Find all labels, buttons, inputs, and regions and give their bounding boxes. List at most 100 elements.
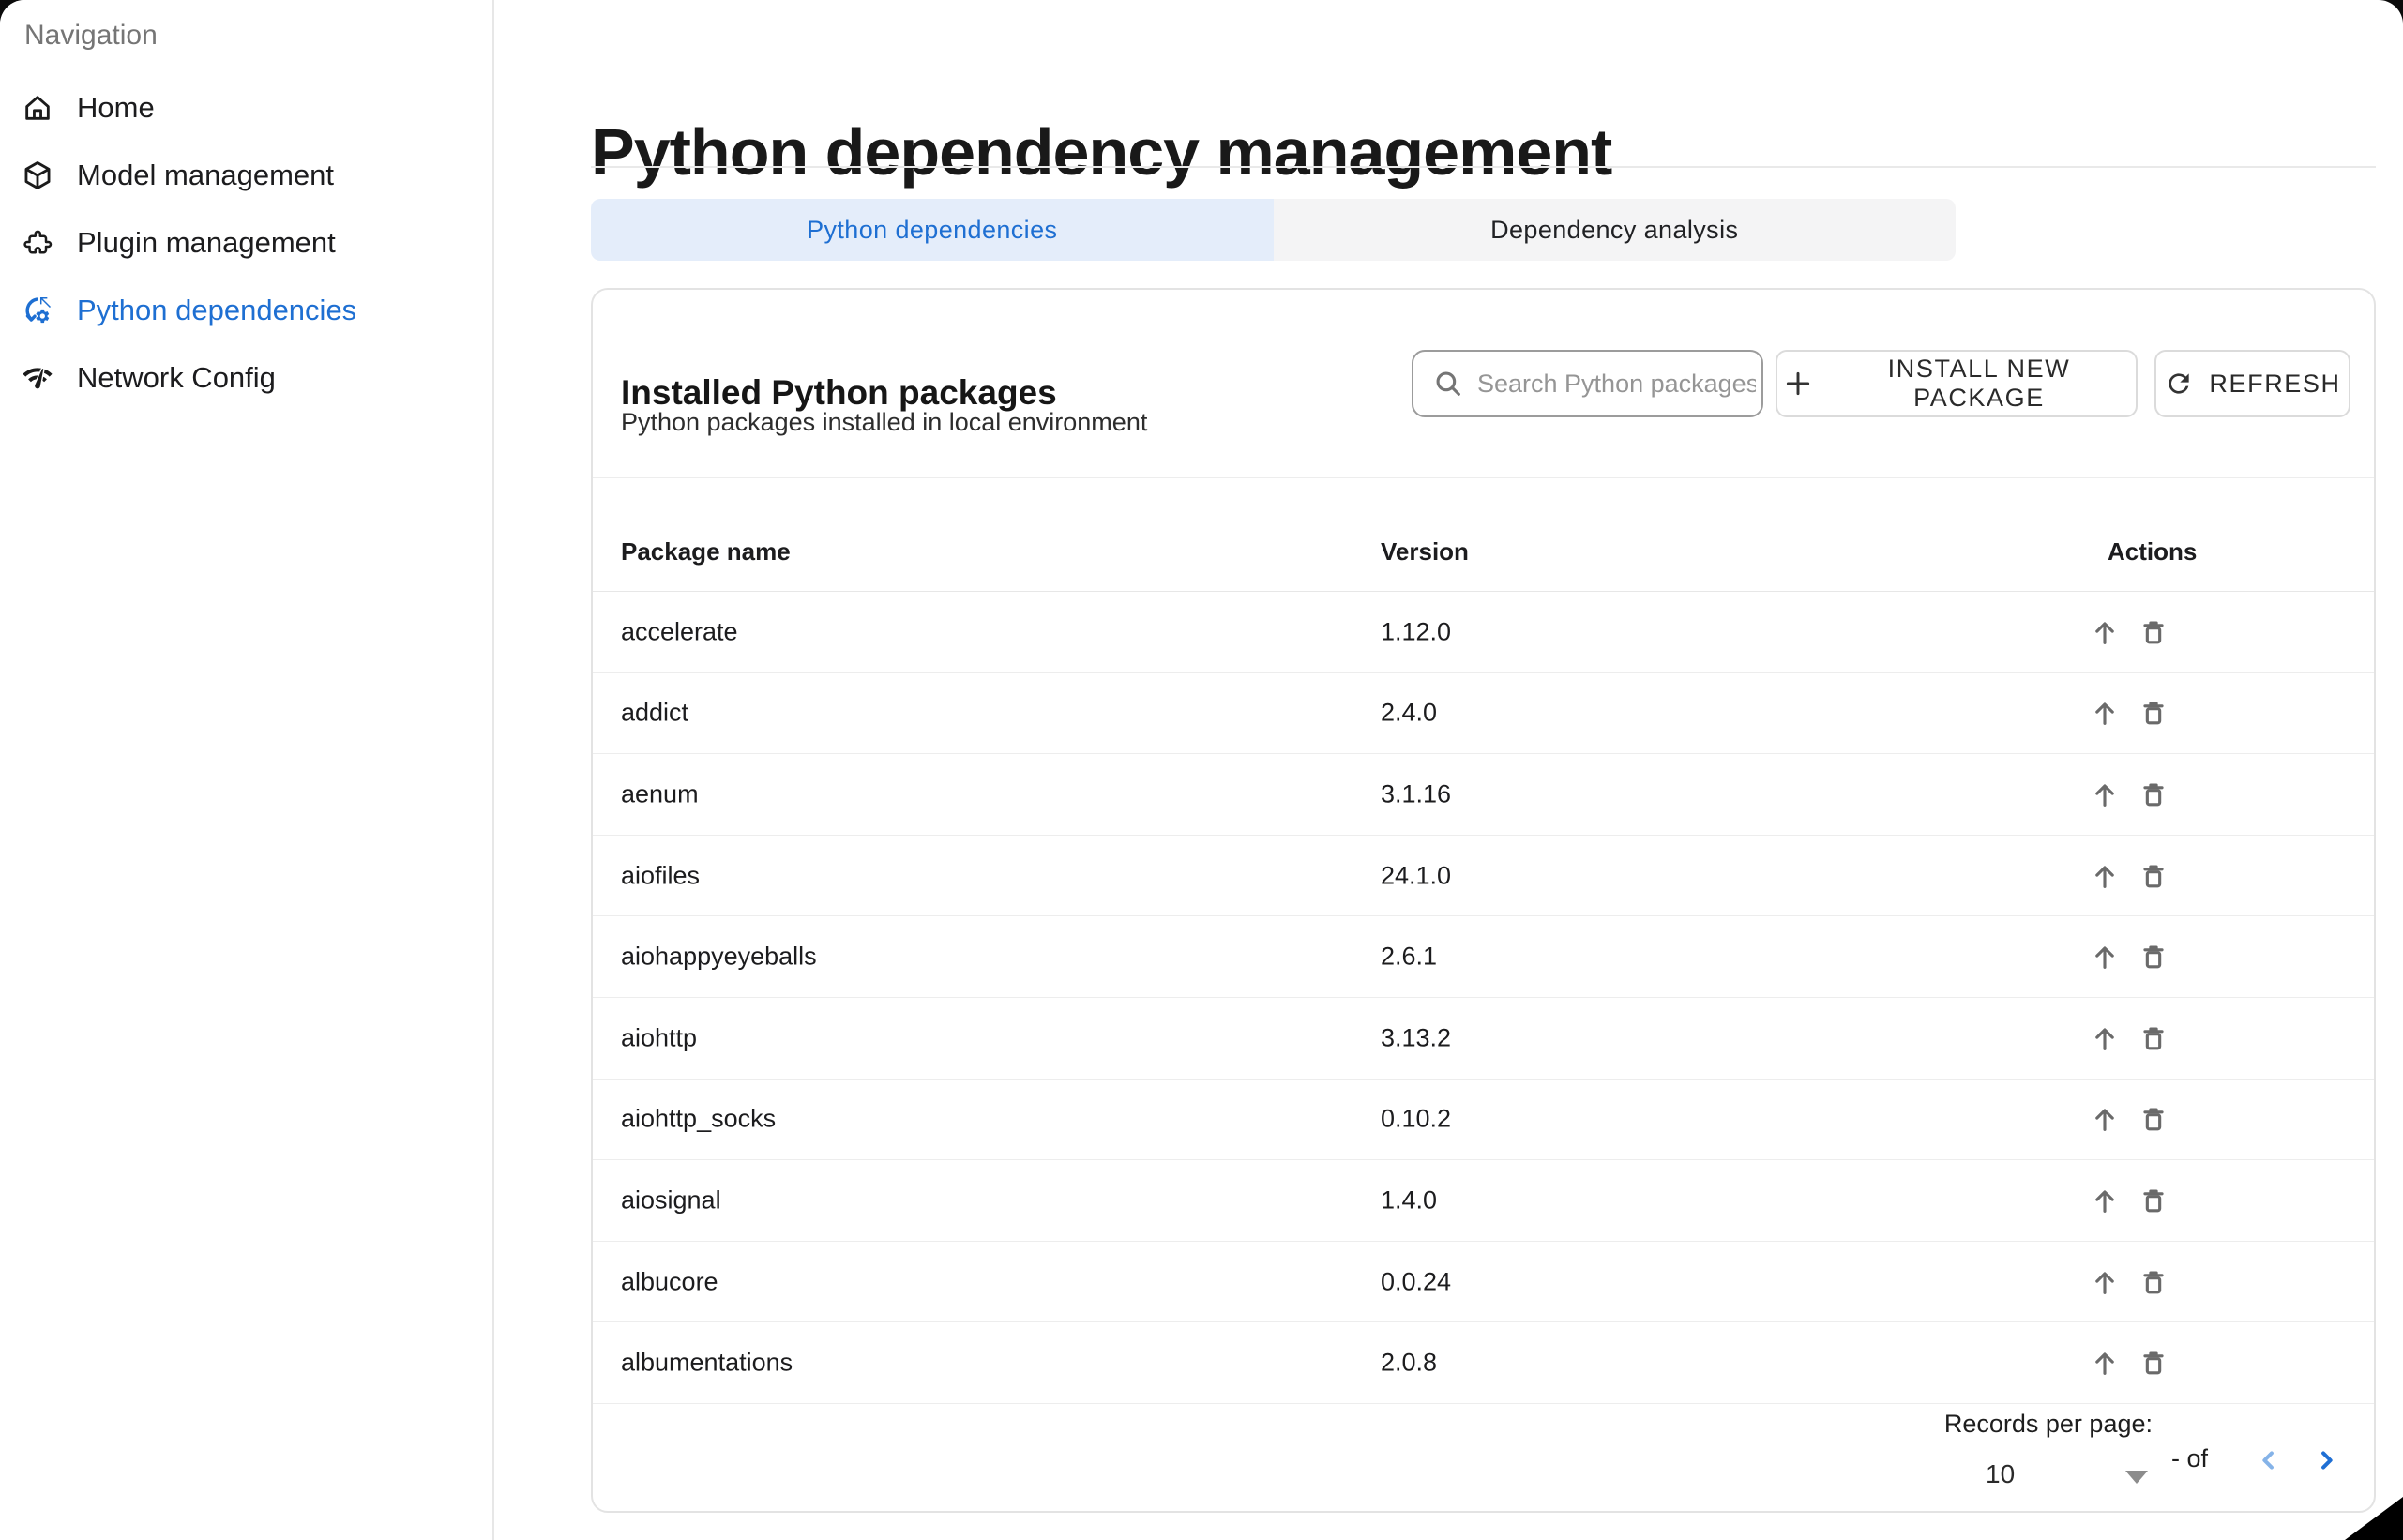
records-per-page-label: Records per page: bbox=[1943, 1410, 2153, 1438]
row-actions bbox=[2088, 1265, 2170, 1299]
refresh-button-label: REFRESH bbox=[2209, 369, 2341, 398]
row-actions bbox=[2088, 1102, 2170, 1136]
package-name-cell: aiosignal bbox=[621, 1185, 721, 1215]
records-per-page-select[interactable]: 10 bbox=[1986, 1459, 2016, 1488]
delete-icon[interactable] bbox=[2137, 696, 2170, 730]
plus-icon bbox=[1783, 369, 1813, 399]
package-name-cell: aiohappyeyeballs bbox=[621, 942, 817, 971]
package-version-cell: 2.6.1 bbox=[1381, 942, 1438, 971]
sidebar-item-label: Model management bbox=[77, 159, 334, 191]
refresh-button[interactable]: REFRESH bbox=[2154, 350, 2350, 417]
upgrade-icon[interactable] bbox=[2088, 615, 2122, 649]
sidebar-item-label: Plugin management bbox=[77, 226, 336, 259]
home-icon bbox=[21, 91, 54, 125]
table-row: addict 2.4.0 bbox=[593, 673, 2374, 755]
package-table-body: accelerate 1.12.0 addict 2.4.0 bbox=[593, 592, 2374, 1404]
main-content: Python dependency management Python depe… bbox=[496, 0, 2403, 1540]
table-row: aiohappyeyeballs 2.6.1 bbox=[593, 916, 2374, 998]
row-actions bbox=[2088, 696, 2170, 730]
row-actions bbox=[2088, 859, 2170, 893]
column-header-package-name: Package name bbox=[621, 537, 791, 566]
upgrade-icon[interactable] bbox=[2088, 1346, 2122, 1380]
search-input[interactable] bbox=[1464, 369, 1761, 399]
sidebar-item-plugin-management[interactable]: Plugin management bbox=[0, 209, 491, 277]
upgrade-icon[interactable] bbox=[2088, 1021, 2122, 1055]
delete-icon[interactable] bbox=[2137, 1265, 2170, 1299]
network-check-icon bbox=[21, 361, 54, 395]
table-row: aiosignal 1.4.0 bbox=[593, 1160, 2374, 1242]
sidebar-item-python-dependencies[interactable]: Python dependencies bbox=[0, 277, 491, 344]
upgrade-icon[interactable] bbox=[2088, 778, 2122, 811]
package-name-cell: aiohttp bbox=[621, 1023, 698, 1052]
sidebar-item-label: Home bbox=[77, 91, 155, 124]
card-subtitle: Python packages installed in local envir… bbox=[621, 408, 1148, 436]
sidebar-item-network-config[interactable]: Network Config bbox=[0, 344, 491, 412]
previous-page-button[interactable] bbox=[2256, 1447, 2282, 1473]
column-header-actions: Actions bbox=[2108, 537, 2198, 566]
install-button-label: INSTALL NEW PACKAGE bbox=[1887, 355, 2071, 412]
title-divider bbox=[591, 166, 2376, 168]
delete-icon[interactable] bbox=[2137, 1102, 2170, 1136]
table-row: aiofiles 24.1.0 bbox=[593, 836, 2374, 917]
upgrade-icon[interactable] bbox=[2088, 1102, 2122, 1136]
package-name-cell: albumentations bbox=[621, 1348, 793, 1377]
card-divider bbox=[593, 477, 2374, 478]
table-row: albumentations 2.0.8 bbox=[593, 1322, 2374, 1404]
tab-bar: Python dependencies Dependency analysis bbox=[591, 199, 1956, 261]
delete-icon[interactable] bbox=[2137, 1346, 2170, 1380]
upgrade-icon[interactable] bbox=[2088, 940, 2122, 974]
package-name-cell: accelerate bbox=[621, 617, 738, 646]
package-version-cell: 3.13.2 bbox=[1381, 1023, 1452, 1052]
refresh-icon bbox=[2164, 369, 2194, 399]
row-actions bbox=[2088, 615, 2170, 649]
next-page-button[interactable] bbox=[2313, 1447, 2339, 1473]
sidebar-item-model-management[interactable]: Model management bbox=[0, 142, 491, 209]
package-version-cell: 1.4.0 bbox=[1381, 1185, 1438, 1215]
package-name-cell: aiohttp_socks bbox=[621, 1104, 777, 1133]
upgrade-icon[interactable] bbox=[2088, 859, 2122, 893]
card-title: Installed Python packages bbox=[621, 372, 1057, 412]
tab-python-dependencies[interactable]: Python dependencies bbox=[591, 199, 1274, 261]
tab-dependency-analysis[interactable]: Dependency analysis bbox=[1273, 199, 1956, 261]
delete-icon[interactable] bbox=[2137, 940, 2170, 974]
caret-down-icon[interactable] bbox=[2125, 1471, 2148, 1484]
sidebar-item-home[interactable]: Home bbox=[0, 74, 491, 142]
install-new-package-button[interactable]: INSTALL NEW PACKAGE bbox=[1776, 350, 2138, 417]
package-version-cell: 2.4.0 bbox=[1381, 698, 1438, 727]
sidebar-header: Navigation bbox=[24, 20, 158, 51]
package-name-cell: addict bbox=[621, 698, 689, 727]
package-version-cell: 3.1.16 bbox=[1381, 779, 1452, 808]
upgrade-icon[interactable] bbox=[2088, 696, 2122, 730]
row-actions bbox=[2088, 940, 2170, 974]
upgrade-icon[interactable] bbox=[2088, 1265, 2122, 1299]
package-version-cell: 1.12.0 bbox=[1381, 617, 1452, 646]
delete-icon[interactable] bbox=[2137, 615, 2170, 649]
delete-icon[interactable] bbox=[2137, 1184, 2170, 1217]
cube-icon bbox=[21, 159, 54, 192]
search-field[interactable] bbox=[1412, 350, 1763, 417]
mouse-cursor bbox=[2345, 1497, 2403, 1540]
table-row: aenum 3.1.16 bbox=[593, 754, 2374, 836]
row-actions bbox=[2088, 778, 2170, 811]
sidebar: Navigation Home Model management bbox=[0, 0, 494, 1540]
page-title: Python dependency management bbox=[591, 114, 1612, 189]
row-actions bbox=[2088, 1346, 2170, 1380]
delete-icon[interactable] bbox=[2137, 778, 2170, 811]
table-row: aiohttp_socks 0.10.2 bbox=[593, 1080, 2374, 1161]
delete-icon[interactable] bbox=[2137, 859, 2170, 893]
table-row: accelerate 1.12.0 bbox=[593, 592, 2374, 673]
upgrade-icon[interactable] bbox=[2088, 1184, 2122, 1217]
search-icon bbox=[1432, 368, 1464, 400]
package-name-cell: aiofiles bbox=[621, 861, 701, 890]
package-version-cell: 0.0.24 bbox=[1381, 1267, 1452, 1296]
package-version-cell: 0.10.2 bbox=[1381, 1104, 1452, 1133]
row-actions bbox=[2088, 1021, 2170, 1055]
table-header-divider bbox=[593, 591, 2374, 592]
delete-icon[interactable] bbox=[2137, 1021, 2170, 1055]
sidebar-nav: Home Model management Plugin manage bbox=[0, 74, 491, 412]
table-row: aiohttp 3.13.2 bbox=[593, 998, 2374, 1080]
pagination-range-text: - of bbox=[2171, 1444, 2209, 1472]
puzzle-icon bbox=[21, 226, 54, 260]
sync-gear-icon bbox=[21, 294, 54, 327]
